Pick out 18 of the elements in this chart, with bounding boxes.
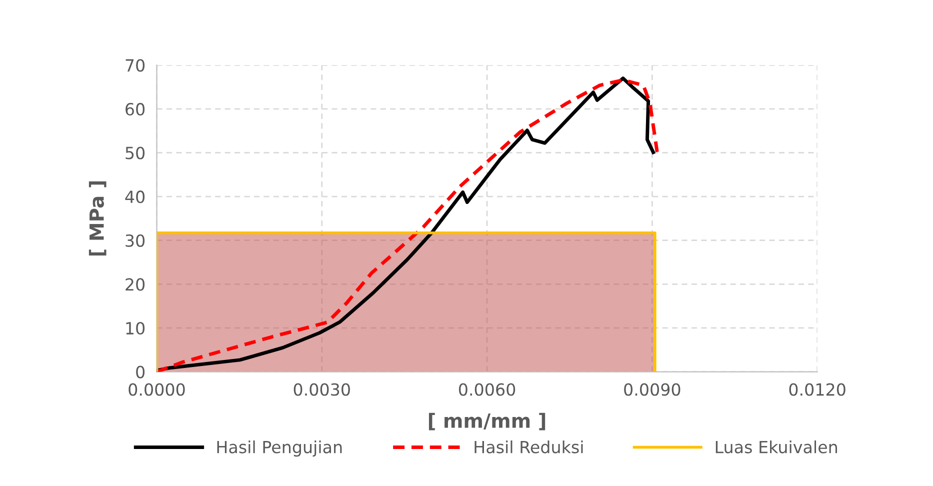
x-axis-title: [ mm/mm ]: [428, 412, 546, 430]
x-tick-label: 0.0000: [128, 383, 185, 396]
legend-label: Hasil Pengujian: [217, 440, 342, 457]
x-tick-label: 0.0060: [458, 383, 516, 396]
y-tick-label: 30: [126, 234, 145, 247]
y-tick-label: 10: [126, 322, 145, 335]
x-tick-label: 0.0120: [789, 383, 846, 396]
legend-label: Luas Ekuivalen: [716, 440, 837, 454]
x-tick-label: 0.0090: [624, 383, 680, 396]
y-tick-label: 50: [126, 146, 145, 160]
y-axis-title: [ MPa ]: [88, 181, 106, 256]
legend-label: Hasil Reduksi: [474, 440, 583, 454]
y-tick-label: 70: [126, 59, 145, 72]
y-tick-label: 0: [136, 366, 145, 378]
x-tick-label: 0.0030: [294, 383, 350, 396]
y-tick-label: 60: [126, 102, 145, 116]
y-tick-label: 40: [125, 190, 145, 204]
y-tick-label: 20: [126, 278, 145, 291]
